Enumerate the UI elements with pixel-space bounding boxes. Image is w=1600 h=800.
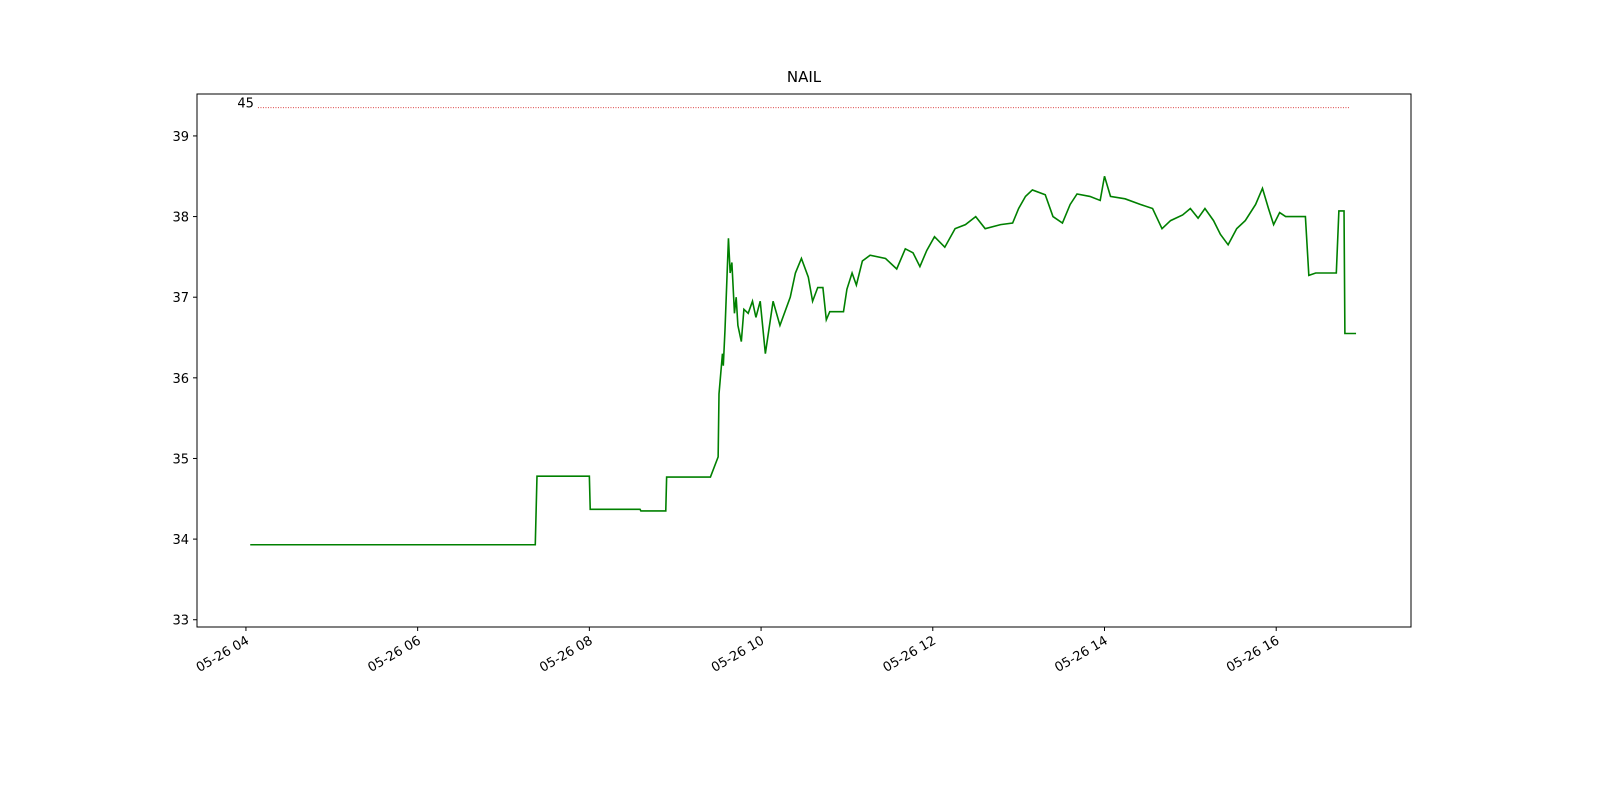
- plot-frame: [196, 93, 1412, 628]
- y-tick-label: 35: [172, 452, 189, 467]
- y-tick-label: 34: [172, 533, 189, 548]
- y-tick-label: 37: [172, 291, 189, 306]
- chart-title: NAIL: [787, 68, 822, 86]
- x-tick-label: 05-26 04: [194, 633, 252, 675]
- x-tick-label: 05-26 14: [1052, 633, 1110, 675]
- x-tick-label: 05-26 12: [881, 633, 939, 675]
- x-tick-label: 05-26 06: [366, 633, 424, 675]
- reference-label: 45: [237, 97, 254, 112]
- x-tick-label: 05-26 10: [709, 633, 767, 675]
- y-tick-label: 39: [172, 130, 189, 145]
- y-tick-label: 38: [172, 211, 189, 226]
- y-tick-label: 36: [172, 372, 189, 387]
- line-series: [250, 176, 1357, 546]
- x-tick-label: 05-26 08: [537, 633, 595, 675]
- x-tick-label: 05-26 16: [1224, 633, 1282, 675]
- y-tick-label: 33: [172, 614, 189, 629]
